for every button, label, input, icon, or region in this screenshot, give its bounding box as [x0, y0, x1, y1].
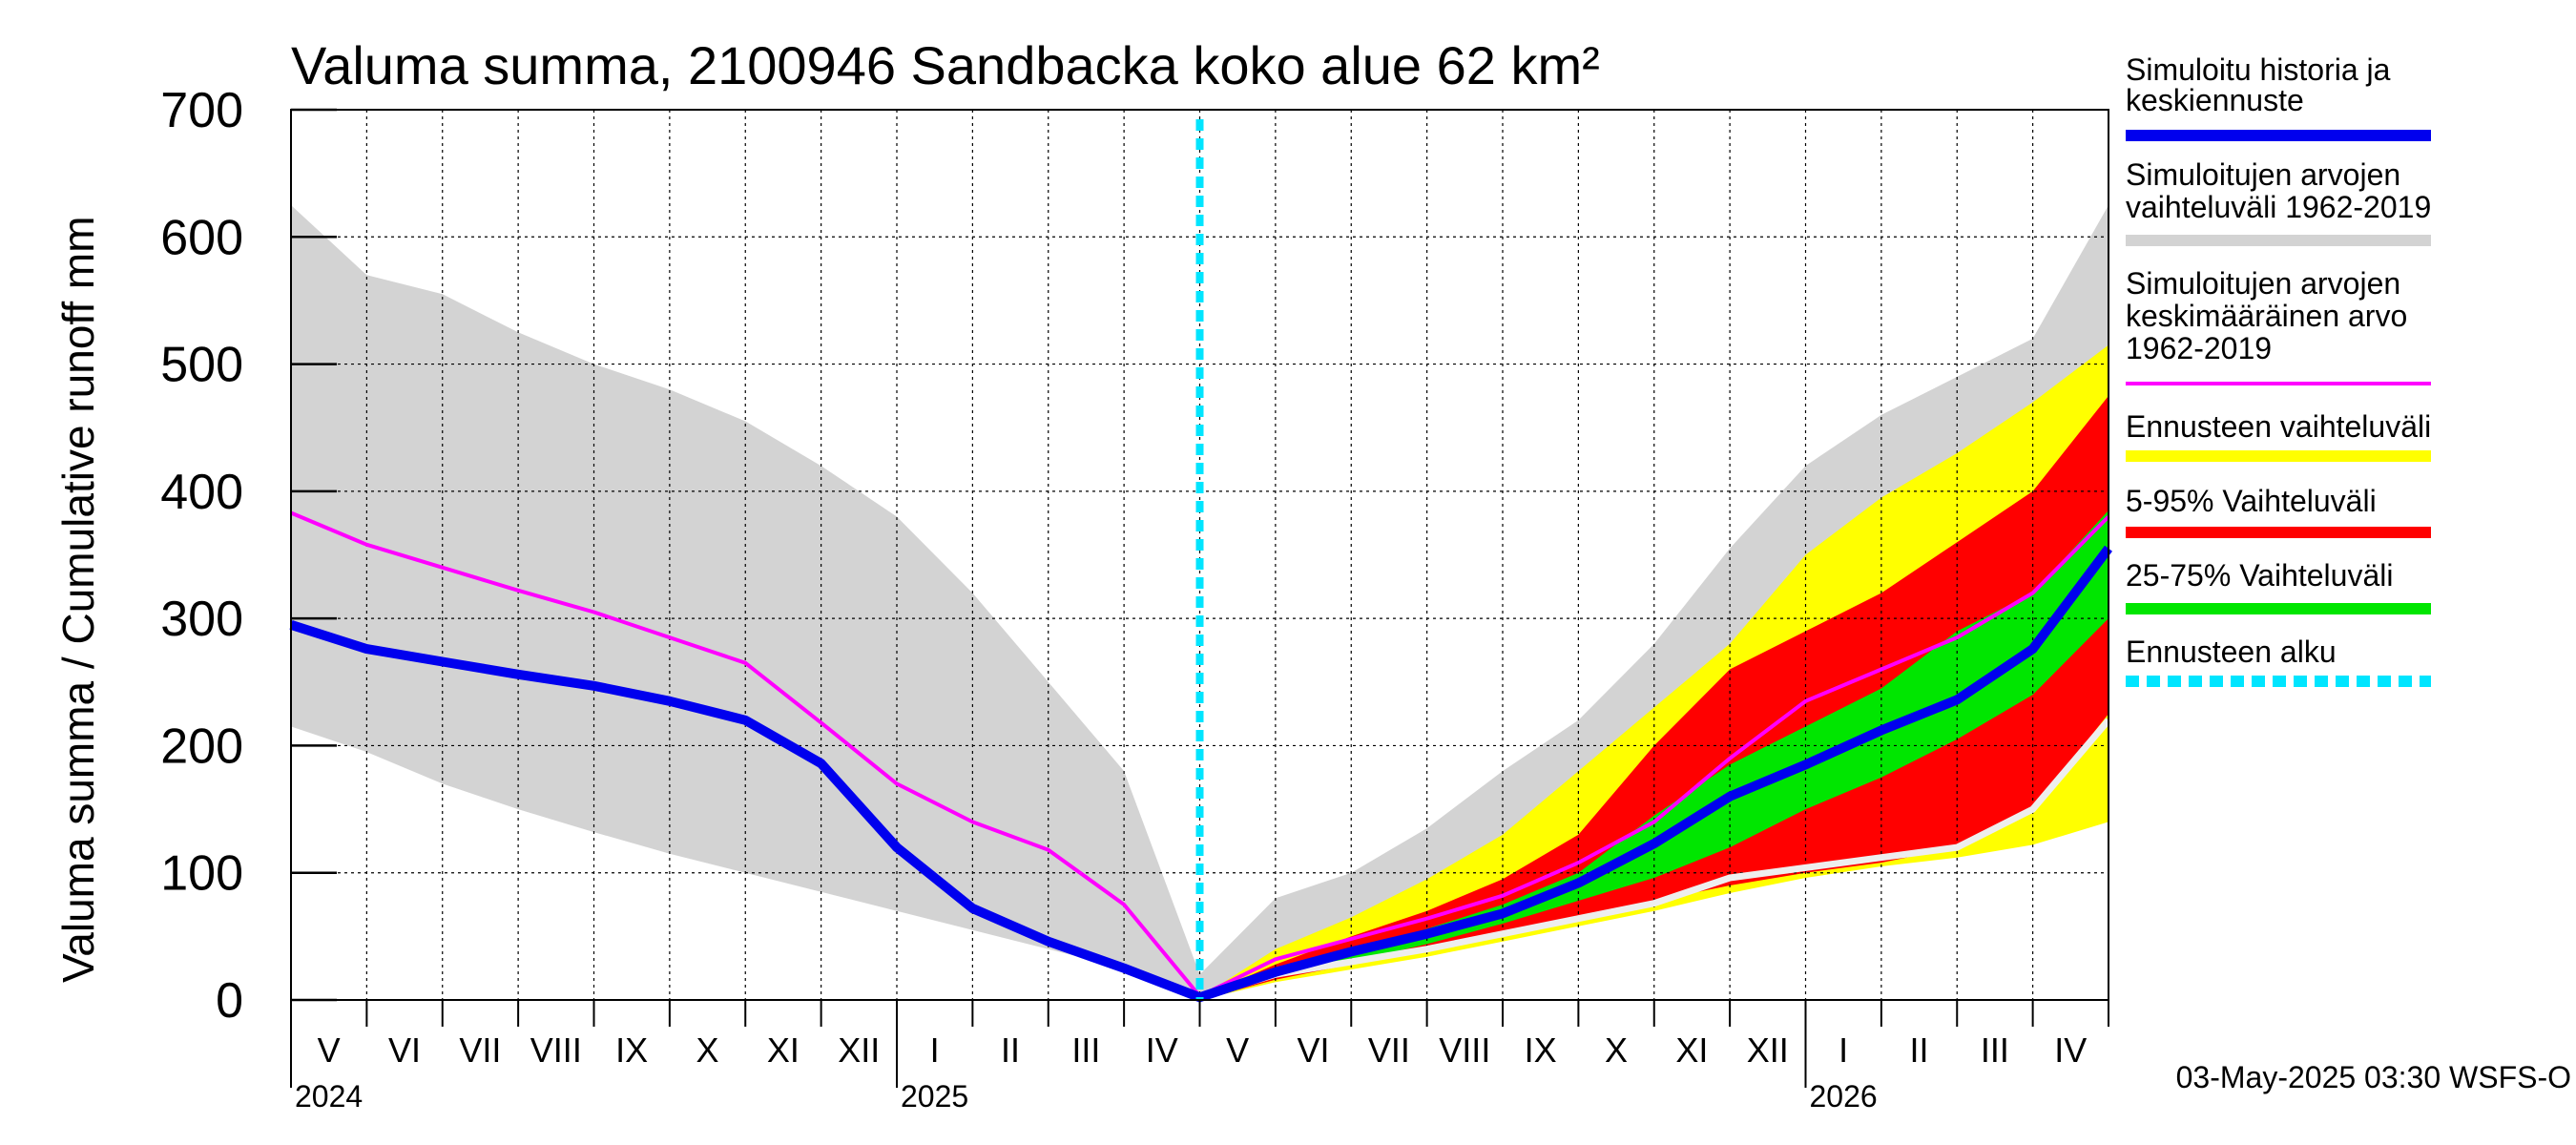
line-layer [289, 119, 2112, 1003]
month-label: IV [1146, 1030, 1178, 1070]
year-label: 2024 [295, 1079, 363, 1114]
timestamp-footer: 03-May-2025 03:30 WSFS-O [2176, 1060, 2571, 1094]
month-label: VIII [1439, 1030, 1490, 1070]
month-label: VII [1368, 1030, 1410, 1070]
legend-label: Simuloitujen arvojen [2126, 266, 2400, 301]
y-tick-label: 400 [160, 465, 243, 520]
month-label: V [318, 1030, 341, 1070]
y-tick-label: 500 [160, 338, 243, 393]
legend-label: vaihteluväli 1962-2019 [2126, 190, 2431, 224]
legend-item: 5-95% Vaihteluväli [2126, 484, 2431, 538]
month-label: VIII [530, 1030, 582, 1070]
y-axis-label: Valuma summa / Cumulative runoff mm [53, 216, 103, 983]
y-tick-label: 200 [160, 718, 243, 774]
y-tick-label: 300 [160, 592, 243, 647]
band-5-95 [1199, 395, 2109, 1000]
month-label: X [696, 1030, 719, 1070]
y-tick-label: 600 [160, 210, 243, 265]
legend-item: Ennusteen alku [2126, 635, 2431, 687]
y-tick-label: 0 [216, 973, 243, 1029]
legend-label: keskimääräinen arvo [2126, 299, 2407, 333]
month-label: I [1839, 1030, 1848, 1070]
y-tick-label: 700 [160, 83, 243, 138]
x-axis: V VI VII VIII IX X XI XII I II III IV V VI VII VIII IX X X… [290, 1000, 2109, 1114]
month-label: I [930, 1030, 940, 1070]
month-label: II [1910, 1030, 1929, 1070]
month-label: IX [1525, 1030, 1557, 1070]
year-label: 2025 [901, 1079, 968, 1114]
month-label: V [1226, 1030, 1249, 1070]
legend-label: Ennusteen vaihteluväli [2126, 409, 2431, 444]
month-label: XII [1747, 1030, 1789, 1070]
legend-label: keskiennuste [2126, 83, 2304, 117]
month-label: VI [388, 1030, 421, 1070]
month-label: III [1981, 1030, 2009, 1070]
month-label: III [1071, 1030, 1100, 1070]
legend-item: 25-75% Vaihteluväli [2126, 558, 2431, 614]
legend-item: Ennusteen vaihteluväli [2126, 409, 2431, 462]
legend-label: 1962-2019 [2126, 331, 2272, 365]
y-axis: 0 100 200 300 400 500 600 700 [160, 83, 337, 1029]
month-label: II [1001, 1030, 1020, 1070]
month-label: XI [1675, 1030, 1708, 1070]
forecast-white-line [1198, 718, 2111, 1001]
month-label: X [1605, 1030, 1628, 1070]
legend: Simuloitu historia jakeskiennusteSimuloi… [2126, 52, 2431, 687]
chart-title: Valuma summa, 2100946 Sandbacka koko alu… [291, 35, 1600, 95]
month-label: XII [838, 1030, 880, 1070]
band-layer [291, 205, 2109, 1001]
legend-label: 5-95% Vaihteluväli [2126, 484, 2377, 518]
month-label: VII [459, 1030, 501, 1070]
month-label: XI [767, 1030, 800, 1070]
legend-label: Simuloitujen arvojen [2126, 157, 2400, 192]
year-label: 2026 [1810, 1079, 1878, 1114]
legend-label: Simuloitu historia ja [2126, 52, 2391, 87]
y-tick-label: 100 [160, 846, 243, 902]
month-label: IX [615, 1030, 648, 1070]
month-label: IV [2054, 1030, 2087, 1070]
month-label: VI [1298, 1030, 1330, 1070]
legend-label: Ennusteen alku [2126, 635, 2337, 669]
legend-label: 25-75% Vaihteluväli [2126, 558, 2393, 593]
